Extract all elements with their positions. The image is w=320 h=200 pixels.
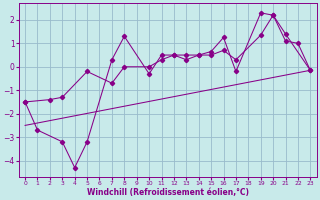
X-axis label: Windchill (Refroidissement éolien,°C): Windchill (Refroidissement éolien,°C) xyxy=(87,188,249,197)
